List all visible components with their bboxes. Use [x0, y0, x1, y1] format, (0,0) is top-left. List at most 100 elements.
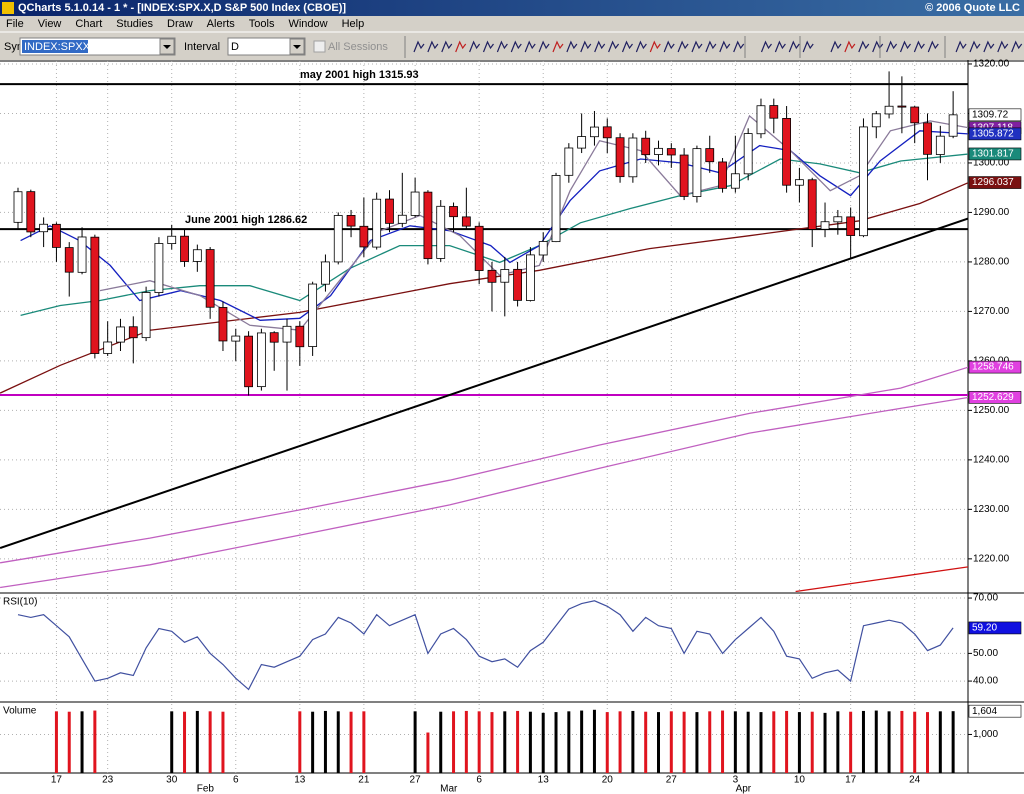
tool-icon[interactable]	[955, 40, 967, 53]
candle-body	[615, 137, 625, 178]
tool-icon[interactable]	[830, 40, 842, 53]
x-tick-label: 20	[602, 775, 614, 786]
x-month-label: Feb	[197, 784, 215, 794]
candle-body	[833, 216, 843, 223]
candle-body	[743, 133, 753, 175]
menu-item[interactable]: Tools	[249, 18, 275, 30]
tool-icon[interactable]	[496, 40, 508, 53]
tool-icon[interactable]	[594, 40, 606, 53]
candle-body	[935, 135, 945, 155]
tool-icon[interactable]	[733, 40, 745, 53]
panel-label: RSI(10)	[3, 597, 37, 608]
price-marker	[968, 147, 1022, 161]
dropdown-arrow	[293, 45, 301, 49]
tool-icon[interactable]	[441, 40, 453, 53]
annotation: may 2001 high 1315.93	[300, 69, 419, 81]
symbol-selection	[22, 40, 88, 53]
tool-icon[interactable]	[691, 40, 703, 53]
tool-icon[interactable]	[927, 40, 939, 53]
tool-icon[interactable]	[899, 40, 911, 53]
x-tick-label: 3	[733, 775, 739, 786]
menu-item[interactable]: Alerts	[207, 18, 236, 30]
candle-body	[948, 114, 958, 137]
tool-icon[interactable]	[524, 40, 536, 53]
candle-body	[756, 105, 766, 135]
tool-icon[interactable]	[552, 40, 564, 53]
tool-icon[interactable]	[774, 40, 786, 53]
indicator-line	[0, 396, 968, 589]
tool-icon[interactable]	[663, 40, 675, 53]
menu-item[interactable]: Studies	[116, 18, 153, 30]
tool-icon[interactable]	[719, 40, 731, 53]
tool-icon[interactable]	[788, 40, 800, 53]
menu-item[interactable]: Chart	[75, 18, 102, 30]
menu-item[interactable]: Window	[288, 18, 327, 30]
indicator-line	[0, 217, 968, 549]
menu-item[interactable]: Help	[342, 18, 365, 30]
tool-icon[interactable]	[510, 40, 522, 53]
candle-body	[333, 215, 343, 263]
price-marker-label: 1252.629	[972, 392, 1014, 403]
tool-icon[interactable]	[649, 40, 661, 53]
candle-body	[500, 269, 510, 283]
tool-icon[interactable]	[580, 40, 592, 53]
tool-icon[interactable]	[608, 40, 620, 53]
candle-body	[282, 325, 292, 343]
y-tick-label: 1320.00	[973, 59, 1010, 70]
x-tick-label: 27	[666, 775, 678, 786]
candle-body	[923, 122, 932, 155]
tool-icon[interactable]	[844, 40, 856, 53]
price-marker	[968, 704, 1022, 718]
tool-icon[interactable]	[469, 40, 481, 53]
indicator-line	[20, 153, 968, 317]
tool-icon[interactable]	[482, 40, 494, 53]
interval-combo[interactable]	[227, 37, 306, 56]
candle-body	[205, 249, 215, 308]
tool-icon[interactable]	[802, 40, 814, 53]
candle-body	[141, 292, 151, 339]
tool-icon[interactable]	[872, 40, 884, 53]
candle-body	[590, 126, 599, 138]
candle-body	[884, 105, 894, 115]
tool-icon[interactable]	[1011, 40, 1023, 53]
sessions-checkbox[interactable]	[313, 40, 326, 53]
candle-body	[192, 249, 202, 262]
candle-body	[372, 198, 382, 248]
x-tick-label: 13	[538, 775, 550, 786]
tool-icon[interactable]	[635, 40, 647, 53]
tool-icon[interactable]	[455, 40, 467, 53]
tool-icon[interactable]	[566, 40, 578, 53]
tool-icon[interactable]	[677, 40, 689, 53]
tool-icon[interactable]	[913, 40, 925, 53]
candle-body	[577, 136, 587, 149]
candle-body	[846, 216, 856, 236]
tool-icon[interactable]	[621, 40, 633, 53]
tool-icon[interactable]	[997, 40, 1009, 53]
menu-item[interactable]: View	[38, 18, 62, 30]
menu-item[interactable]: Draw	[167, 18, 193, 30]
candle-body	[269, 332, 279, 343]
tool-icon[interactable]	[760, 40, 772, 53]
annotation: June 2001 high 1286.62	[185, 214, 307, 226]
tool-icon[interactable]	[705, 40, 717, 53]
candle-body	[423, 191, 433, 260]
x-tick-label: 17	[51, 775, 63, 786]
tool-icon[interactable]	[886, 40, 898, 53]
tool-icon[interactable]	[413, 40, 425, 53]
panel	[0, 704, 968, 773]
tool-icon[interactable]	[427, 40, 439, 53]
x-tick-label: 30	[166, 775, 178, 786]
y-tick-label: 40.00	[973, 676, 998, 687]
tool-icon[interactable]	[969, 40, 981, 53]
price-marker	[968, 176, 1022, 189]
price-marker-label: 1305.872	[972, 129, 1014, 140]
menu-item[interactable]: File	[6, 18, 24, 30]
candle-body	[564, 147, 574, 176]
candle-body	[769, 105, 779, 119]
tool-icon[interactable]	[983, 40, 995, 53]
tool-icon[interactable]	[858, 40, 870, 53]
candle-body	[13, 191, 23, 223]
tool-icon[interactable]	[538, 40, 550, 53]
